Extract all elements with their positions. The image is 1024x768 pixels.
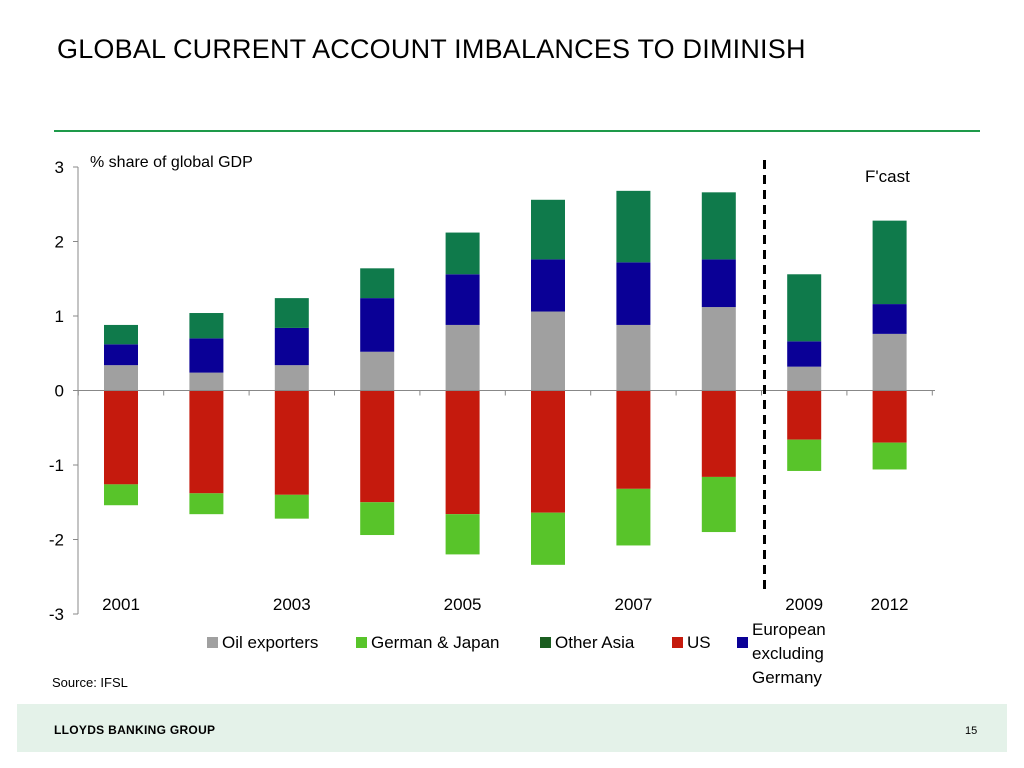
source-note: Source: IFSL xyxy=(52,675,128,690)
bar-segment xyxy=(274,390,309,495)
legend-item: European excluding Germany xyxy=(737,620,826,687)
x-tick-label: 2003 xyxy=(273,595,311,614)
y-tick-label: 2 xyxy=(55,233,64,252)
bar-segment xyxy=(787,341,822,367)
legend-label: Oil exporters xyxy=(222,633,318,652)
legend-label: German & Japan xyxy=(371,633,500,652)
bar-segment xyxy=(616,324,651,391)
bar-segment xyxy=(616,262,651,325)
legend-swatch xyxy=(207,637,218,648)
bar-segment xyxy=(445,324,480,391)
y-axis: 3 2 1 0 -1 -2 -3 xyxy=(49,158,79,624)
bar-segment xyxy=(616,390,651,489)
y-tick-label: 1 xyxy=(55,307,64,326)
bar-segment xyxy=(360,351,395,391)
legend-label: Other Asia xyxy=(555,633,635,652)
bar-segment xyxy=(531,512,565,565)
bar-segment xyxy=(445,232,480,275)
footer-band xyxy=(17,704,1007,752)
x-tick-label: 2012 xyxy=(871,595,909,614)
legend-label: US xyxy=(687,633,711,652)
title-divider xyxy=(54,130,980,132)
bar-segment xyxy=(787,439,822,471)
bar-segment xyxy=(274,298,309,328)
bar-segment xyxy=(274,365,309,391)
y-tick-label: -2 xyxy=(49,531,64,550)
y-tick-label: -1 xyxy=(49,456,64,475)
bar-segment xyxy=(360,502,395,536)
legend-swatch xyxy=(540,637,551,648)
legend-item: US xyxy=(672,633,711,652)
legend-swatch xyxy=(672,637,683,648)
bar-segment xyxy=(531,199,565,260)
bar-segment xyxy=(616,190,651,263)
bar-group xyxy=(104,190,907,565)
bar-segment xyxy=(701,476,736,533)
legend-swatch xyxy=(356,637,367,648)
bar-segment xyxy=(701,307,736,391)
forecast-label: F'cast xyxy=(865,167,910,186)
slide-title: GLOBAL CURRENT ACCOUNT IMBALANCES TO DIM… xyxy=(57,34,806,64)
bar-segment xyxy=(701,259,736,308)
bar-segment xyxy=(189,493,224,515)
bar-segment xyxy=(360,268,395,299)
y-tick-label: -3 xyxy=(49,605,64,624)
x-axis: 2001 2003 2005 2007 2009 2012 xyxy=(77,390,935,614)
legend-item: German & Japan xyxy=(356,633,500,652)
legend-label: European excluding Germany xyxy=(752,620,826,687)
bar-segment xyxy=(872,333,907,391)
x-tick-label: 2005 xyxy=(444,595,482,614)
x-tick-label: 2001 xyxy=(102,595,140,614)
bar-segment xyxy=(104,390,138,485)
bar-segment xyxy=(445,274,480,325)
bar-segment xyxy=(445,514,480,555)
chart-subtitle: % share of global GDP xyxy=(90,154,253,171)
bar-segment xyxy=(787,390,822,440)
bar-segment xyxy=(531,311,565,391)
legend-item: Other Asia xyxy=(540,633,635,652)
bar-segment xyxy=(189,390,224,494)
bar-segment xyxy=(616,488,651,546)
bar-segment xyxy=(701,192,736,260)
y-tick-label: 0 xyxy=(55,382,64,401)
bar-segment xyxy=(104,365,138,391)
bar-segment xyxy=(104,344,138,366)
bar-segment xyxy=(274,327,309,366)
bar-segment xyxy=(274,494,309,519)
legend-swatch xyxy=(737,637,748,648)
page-number: 15 xyxy=(965,725,978,737)
chart-legend: Oil exporters German & Japan Other Asia US E… xyxy=(207,620,826,687)
bar-segment xyxy=(104,324,138,345)
bar-segment xyxy=(872,220,907,305)
bar-segment xyxy=(787,366,822,391)
x-tick-label: 2009 xyxy=(785,595,823,614)
bar-segment xyxy=(531,390,565,513)
bar-segment xyxy=(872,390,907,443)
bar-segment xyxy=(189,372,224,391)
stacked-bar-chart: 3 2 1 0 -1 -2 -3 2001 2003 2005 2007 2009 2012 % sh… xyxy=(49,154,935,687)
y-tick-label: 3 xyxy=(55,158,64,177)
bar-segment xyxy=(360,298,395,352)
bar-segment xyxy=(787,274,822,342)
bar-segment xyxy=(445,390,480,515)
bar-segment xyxy=(872,442,907,470)
bar-segment xyxy=(104,484,138,506)
bar-segment xyxy=(189,338,224,373)
bar-segment xyxy=(360,390,395,503)
bar-segment xyxy=(531,259,565,312)
x-tick-label: 2007 xyxy=(614,595,652,614)
bar-segment xyxy=(701,390,736,477)
footer-brand: LLOYDS BANKING GROUP xyxy=(54,723,216,737)
legend-item: Oil exporters xyxy=(207,633,318,652)
bar-segment xyxy=(872,304,907,334)
bar-segment xyxy=(189,313,224,339)
